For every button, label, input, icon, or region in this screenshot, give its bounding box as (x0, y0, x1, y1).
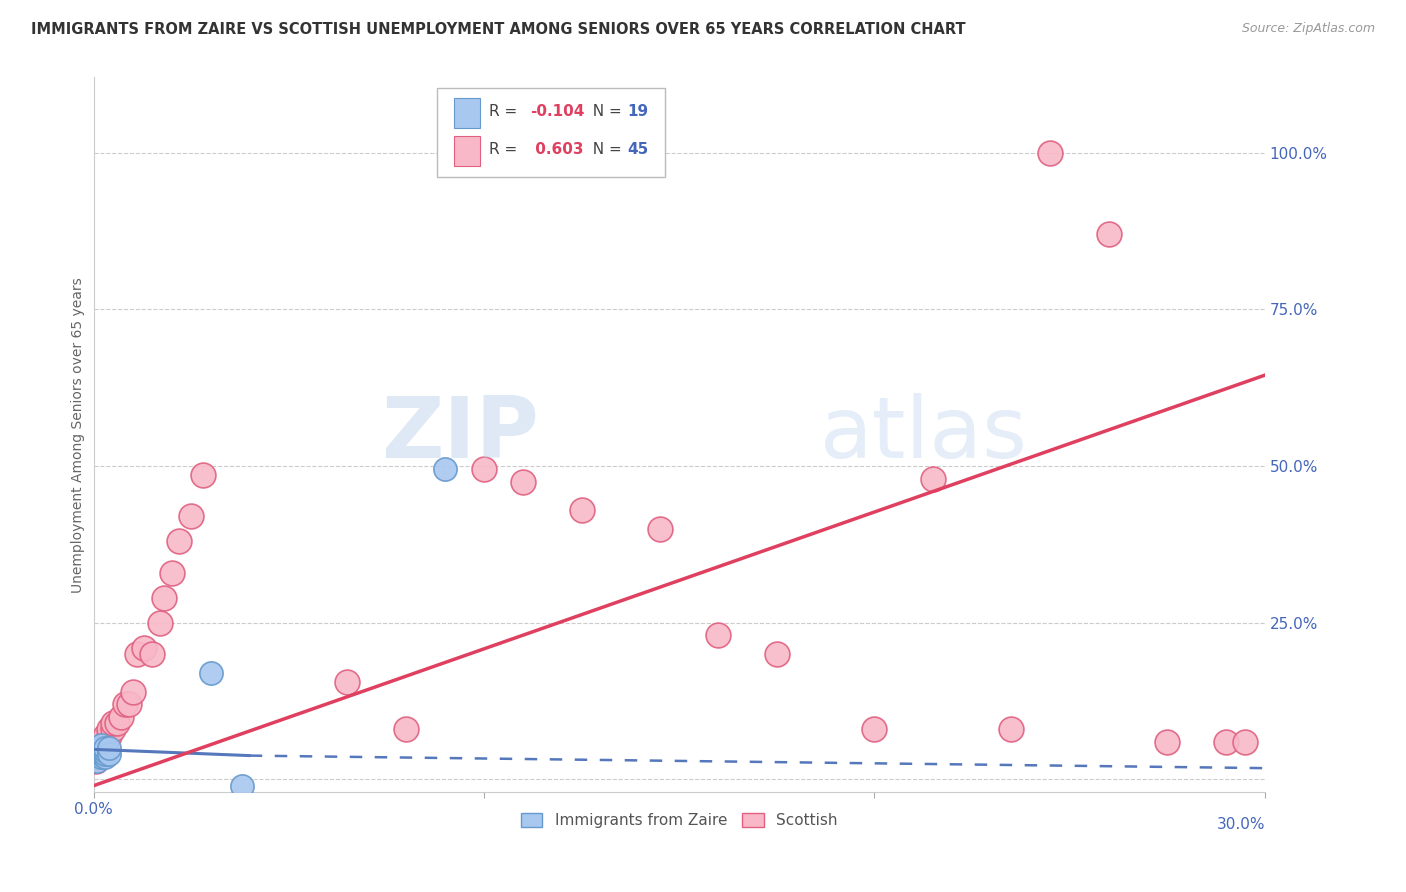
Point (94, 729, 117, 743)
Point (125, 647, 148, 661)
Point (200, 665, 222, 680)
Point (98, 747, 121, 762)
FancyBboxPatch shape (437, 88, 665, 178)
Point (90, 747, 112, 762)
Point (90, 750, 112, 764)
Point (707, 628, 730, 642)
Point (94, 750, 117, 764)
Text: ZIP: ZIP (381, 393, 538, 476)
Legend: Immigrants from Zaire, Scottish: Immigrants from Zaire, Scottish (515, 806, 844, 834)
Point (1215, 735, 1237, 749)
Point (648, 522, 671, 536)
Point (1000, 723, 1022, 737)
Point (101, 723, 124, 737)
Text: -0.104: -0.104 (530, 104, 585, 119)
Point (98, 741, 121, 756)
Point (571, 503, 593, 517)
Point (89, 747, 111, 762)
Text: atlas: atlas (820, 393, 1028, 476)
Point (94, 738, 117, 752)
Text: 19: 19 (627, 104, 648, 119)
Point (1156, 735, 1178, 749)
Point (433, 462, 456, 476)
Point (86, 747, 108, 762)
Text: 30.0%: 30.0% (1216, 817, 1265, 832)
Point (180, 509, 202, 524)
Point (922, 472, 945, 486)
Text: 45: 45 (627, 142, 650, 157)
Point (86, 747, 108, 762)
Bar (454, 98, 479, 128)
Point (101, 716, 124, 731)
Point (134, 640, 156, 655)
Text: N =: N = (583, 104, 627, 119)
Point (141, 647, 163, 661)
Point (91, 747, 114, 762)
Point (118, 697, 141, 711)
Point (1234, 735, 1257, 749)
Point (86, 741, 108, 756)
Point (89, 747, 111, 762)
Point (94, 744, 117, 758)
Point (1098, 227, 1121, 241)
Point (336, 675, 359, 690)
Point (191, 468, 214, 483)
Point (86, 750, 108, 764)
Point (110, 710, 132, 724)
Point (90, 747, 112, 762)
Point (863, 723, 886, 737)
Point (114, 697, 136, 711)
Point (84, 750, 107, 764)
Y-axis label: Unemployment Among Seniors over 65 years: Unemployment Among Seniors over 65 years (72, 277, 86, 592)
Point (1039, 145, 1062, 160)
Point (86, 741, 108, 756)
Text: IMMIGRANTS FROM ZAIRE VS SCOTTISH UNEMPLOYMENT AMONG SENIORS OVER 65 YEARS CORRE: IMMIGRANTS FROM ZAIRE VS SCOTTISH UNEMPL… (31, 22, 966, 37)
Text: R =: R = (489, 104, 523, 119)
Point (94, 731, 117, 746)
Point (90, 738, 112, 752)
Point (766, 647, 789, 661)
Point (149, 615, 172, 630)
Point (98, 729, 121, 743)
Bar (454, 136, 479, 166)
Point (169, 534, 191, 549)
Point (472, 462, 495, 476)
Point (90, 741, 112, 756)
Point (121, 684, 143, 698)
Point (90, 735, 112, 749)
Point (105, 716, 128, 731)
Text: Source: ZipAtlas.com: Source: ZipAtlas.com (1241, 22, 1375, 36)
Point (231, 779, 253, 793)
Point (86, 754, 108, 768)
Point (94, 747, 117, 762)
Text: N =: N = (583, 142, 627, 157)
Point (160, 566, 183, 580)
Point (90, 741, 112, 756)
Text: R =: R = (489, 142, 523, 157)
Point (153, 591, 176, 605)
Point (395, 723, 418, 737)
Text: 0.603: 0.603 (530, 142, 583, 157)
Point (98, 723, 121, 737)
Point (94, 741, 117, 756)
Point (512, 475, 534, 489)
Point (84, 754, 107, 768)
